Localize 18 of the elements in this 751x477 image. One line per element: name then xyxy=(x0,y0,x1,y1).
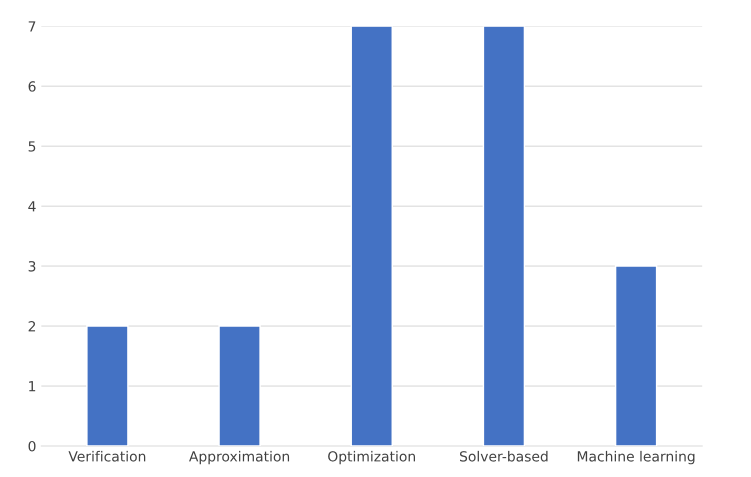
y-tick-label: 5 xyxy=(28,141,36,152)
x-tick-label: Verification xyxy=(68,450,146,462)
x-tick-label: Approximation xyxy=(189,450,290,464)
y-tick-label: 7 xyxy=(28,21,36,32)
y-tick-label: 3 xyxy=(28,261,36,272)
y-tick-label: 4 xyxy=(28,201,36,212)
x-tick-label: Optimization xyxy=(328,450,415,464)
bar xyxy=(218,325,261,446)
bar xyxy=(86,325,129,446)
x-tick-label: Solver-based xyxy=(460,450,548,462)
y-tick-label: 0 xyxy=(28,440,36,452)
y-tick-label: 2 xyxy=(28,321,36,332)
x-tick-label: Machine learning xyxy=(578,450,694,464)
y-tick-label: 6 xyxy=(28,81,36,92)
bar xyxy=(614,265,658,446)
bar xyxy=(482,26,526,446)
y-tick-label: 1 xyxy=(29,381,36,392)
bar xyxy=(350,26,393,446)
